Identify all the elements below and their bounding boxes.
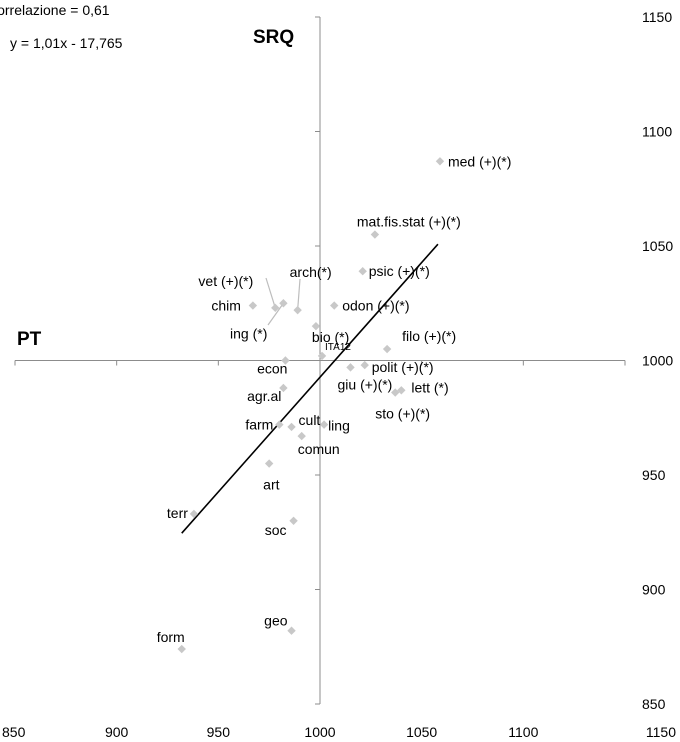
data-point-marker [360, 360, 369, 370]
data-point-label: agr.al [247, 388, 281, 404]
data-points [177, 157, 445, 654]
data-point-marker [287, 626, 296, 635]
data-point-label: farm [245, 417, 273, 433]
trendline-group [181, 243, 439, 534]
data-point-label: med (+)(*) [448, 153, 511, 169]
data-point-label: giu (+)(*) [338, 376, 393, 392]
data-point-label: ing (*) [230, 325, 267, 341]
data-point-marker [317, 351, 327, 361]
data-point-label: odon (+)(*) [342, 298, 409, 314]
data-point-marker [281, 356, 290, 365]
trendline [181, 243, 439, 534]
x-tick-label: 1150 [646, 724, 676, 740]
x-axis-title: PT [17, 329, 42, 350]
data-point-label: mat.fis.stat (+)(*) [357, 214, 461, 230]
leader-line [297, 278, 301, 311]
data-point-label: terr [167, 505, 188, 521]
data-point-label: form [157, 629, 185, 645]
x-tick-label: 950 [207, 724, 231, 740]
data-point-marker [330, 301, 339, 310]
data-point-label: ITA12 [325, 342, 351, 353]
equation-annotation: y = 1,01x - 17,765 [10, 35, 123, 51]
y-axis-title: SRQ [253, 27, 294, 48]
data-point-label: bio (*) [312, 329, 349, 345]
data-point-label: comun [298, 441, 340, 457]
data-point-marker [279, 299, 288, 308]
data-point-label: soc [265, 522, 287, 538]
data-point-label: psic (+)(*) [369, 263, 430, 279]
data-point-label: sto (+)(*) [375, 406, 430, 422]
x-tick-label: 1100 [508, 724, 538, 740]
leader-lines [265, 277, 301, 326]
data-point-marker [287, 422, 296, 432]
x-tick-label: 900 [105, 724, 129, 740]
data-point-marker [189, 509, 199, 519]
leader-line [267, 302, 284, 326]
y-tick-label: 900 [642, 582, 666, 598]
data-point-label: lett (*) [411, 379, 448, 395]
data-point-marker [297, 431, 306, 441]
data-point-marker [279, 383, 288, 393]
data-point-label: chim [211, 298, 241, 314]
y-tick-label: 950 [642, 467, 666, 483]
y-tick-label: 850 [642, 696, 666, 712]
data-point-marker [271, 303, 280, 313]
x-tick-label: 1000 [304, 724, 335, 740]
data-point-marker [370, 230, 380, 239]
data-point-marker [346, 363, 355, 372]
data-point-marker [289, 516, 298, 525]
y-tick-label: 1100 [642, 124, 672, 140]
data-point-marker [319, 420, 329, 429]
data-point-label: geo [264, 613, 288, 629]
data-point-marker [311, 321, 321, 331]
data-point-marker [358, 266, 367, 276]
data-point-label: vet (+)(*) [198, 273, 253, 289]
y-tick-label: 1150 [642, 9, 672, 25]
data-point-marker [293, 305, 302, 315]
data-point-marker [435, 157, 445, 166]
data-point-label: cult [299, 412, 321, 428]
data-point-marker [264, 459, 274, 468]
data-point-marker [177, 644, 186, 654]
data-point-marker [382, 344, 392, 354]
x-tick-label: 850 [2, 724, 26, 740]
data-point-label: art [263, 477, 279, 493]
y-tick-label: 1000 [642, 353, 673, 369]
data-point-marker [275, 420, 284, 429]
data-point-marker [391, 388, 400, 397]
data-point-label: arch(*) [290, 264, 332, 280]
correlation-annotation: Correlazione = 0,61 [0, 2, 110, 18]
data-point-label: polit (+)(*) [372, 359, 434, 375]
axes [14, 16, 626, 705]
data-point-label: econ [257, 361, 287, 377]
x-tick-label: 1050 [406, 724, 437, 740]
data-point-label: ling [328, 418, 350, 434]
tick-labels: 850 900 950 1000 1050 1100 1150 850 900 950 1000 10… [2, 9, 676, 740]
point-labels: med (+)(*) mat.fis.stat (+)(*) psic (+)(*)… [157, 153, 512, 645]
data-point-marker [248, 301, 258, 310]
y-tick-label: 1050 [642, 238, 673, 254]
leader-line [265, 277, 276, 309]
data-point-label: filo (+)(*) [402, 328, 456, 344]
